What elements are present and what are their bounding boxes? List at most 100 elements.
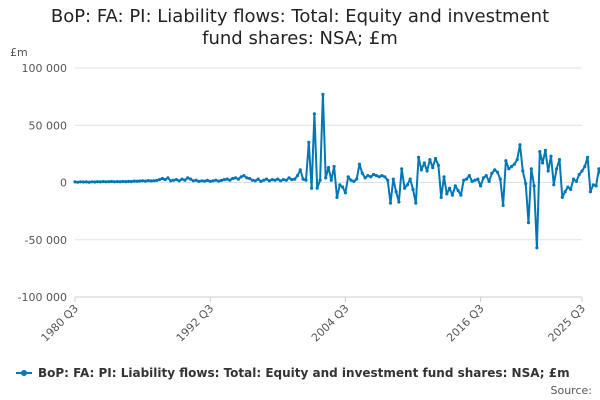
data-point[interactable] <box>411 187 415 191</box>
data-point[interactable] <box>267 179 271 183</box>
data-point[interactable] <box>104 180 108 184</box>
data-point[interactable] <box>495 170 500 174</box>
data-point[interactable] <box>335 195 339 199</box>
data-point[interactable] <box>219 178 224 182</box>
data-point[interactable] <box>228 178 232 182</box>
data-point[interactable] <box>487 179 491 183</box>
data-point[interactable] <box>532 184 536 188</box>
legend[interactable]: BoP: FA: PI: Liability flows: Total: Equ… <box>16 366 570 380</box>
data-point[interactable] <box>479 184 483 188</box>
data-point[interactable] <box>143 179 147 183</box>
data-point[interactable] <box>126 179 131 183</box>
data-point[interactable] <box>194 178 198 182</box>
data-point[interactable] <box>374 174 378 178</box>
data-point[interactable] <box>172 178 176 182</box>
data-point[interactable] <box>338 183 342 187</box>
data-point[interactable] <box>279 179 283 183</box>
data-point[interactable] <box>301 177 305 181</box>
data-point[interactable] <box>470 179 474 183</box>
data-point[interactable] <box>186 176 190 180</box>
data-point[interactable] <box>349 178 353 182</box>
data-point[interactable] <box>307 140 311 144</box>
data-point[interactable] <box>329 178 333 182</box>
data-point[interactable] <box>473 178 477 182</box>
data-point[interactable] <box>112 180 116 184</box>
data-point[interactable] <box>586 155 590 159</box>
data-point[interactable] <box>160 176 164 181</box>
data-point[interactable] <box>400 167 404 171</box>
data-point[interactable] <box>315 186 319 190</box>
data-point[interactable] <box>152 179 156 183</box>
data-point[interactable] <box>563 190 567 194</box>
data-point[interactable] <box>391 177 395 181</box>
data-point[interactable] <box>110 179 114 184</box>
data-point[interactable] <box>290 178 294 182</box>
data-point[interactable] <box>84 180 88 184</box>
data-point[interactable] <box>352 179 356 183</box>
data-point[interactable] <box>450 193 454 197</box>
data-point[interactable] <box>515 158 519 162</box>
data-point[interactable] <box>208 179 212 183</box>
data-point[interactable] <box>383 175 387 179</box>
data-point[interactable] <box>448 186 452 190</box>
data-point[interactable] <box>281 178 285 182</box>
data-point[interactable] <box>250 178 254 182</box>
data-point[interactable] <box>363 176 367 180</box>
data-point[interactable] <box>287 176 291 180</box>
data-point[interactable] <box>76 180 80 184</box>
data-point[interactable] <box>476 177 480 181</box>
data-point[interactable] <box>87 180 91 184</box>
data-point[interactable] <box>369 175 373 179</box>
data-point[interactable] <box>324 176 328 180</box>
data-point[interactable] <box>417 155 421 159</box>
data-point[interactable] <box>174 178 178 182</box>
data-point[interactable] <box>462 178 466 182</box>
data-point[interactable] <box>346 175 350 179</box>
data-point[interactable] <box>312 112 316 116</box>
data-point[interactable] <box>259 179 263 183</box>
data-point[interactable] <box>98 180 102 184</box>
data-point[interactable] <box>535 246 539 250</box>
data-point[interactable] <box>239 175 243 179</box>
data-point[interactable] <box>493 168 497 172</box>
data-point[interactable] <box>253 179 257 183</box>
data-point[interactable] <box>526 221 531 225</box>
data-point[interactable] <box>248 176 252 181</box>
data-point[interactable] <box>217 179 221 183</box>
data-point[interactable] <box>504 159 508 163</box>
data-point[interactable] <box>518 143 522 147</box>
data-point[interactable] <box>433 156 438 161</box>
data-point[interactable] <box>188 177 193 181</box>
data-point[interactable] <box>341 185 345 189</box>
data-point[interactable] <box>529 167 533 171</box>
data-point[interactable] <box>304 178 308 182</box>
data-point[interactable] <box>431 166 435 170</box>
data-point[interactable] <box>276 177 280 181</box>
data-point[interactable] <box>510 164 514 169</box>
data-point[interactable] <box>298 168 302 172</box>
data-point[interactable] <box>357 162 362 166</box>
data-point[interactable] <box>597 167 600 171</box>
data-point[interactable] <box>428 158 432 162</box>
data-point[interactable] <box>594 184 598 188</box>
data-point[interactable] <box>408 177 412 181</box>
data-point[interactable] <box>380 174 384 178</box>
data-point[interactable] <box>538 150 542 154</box>
data-point[interactable] <box>442 175 446 179</box>
data-point[interactable] <box>588 190 593 194</box>
data-point[interactable] <box>222 178 226 182</box>
data-point[interactable] <box>264 177 269 181</box>
data-point[interactable] <box>129 179 133 184</box>
data-point[interactable] <box>524 182 528 186</box>
data-point[interactable] <box>422 161 426 165</box>
data-point[interactable] <box>571 177 576 181</box>
data-point[interactable] <box>141 179 145 183</box>
data-point[interactable] <box>233 176 238 180</box>
data-point[interactable] <box>163 178 167 182</box>
data-point[interactable] <box>95 180 100 184</box>
data-point[interactable] <box>79 180 83 184</box>
data-point[interactable] <box>436 163 440 167</box>
data-point[interactable] <box>262 178 266 182</box>
data-point[interactable] <box>481 176 485 180</box>
data-point[interactable] <box>405 183 409 187</box>
